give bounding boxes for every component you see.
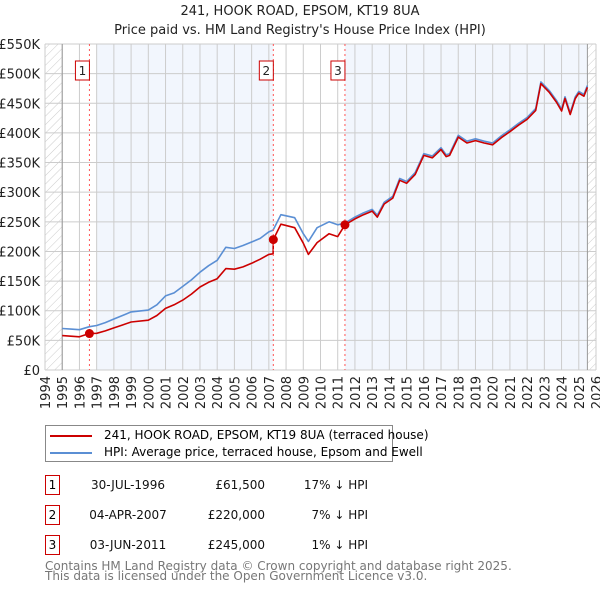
x-tick-label: 2015 (401, 376, 416, 409)
y-tick-label: £300K (0, 186, 40, 201)
no-data-hatch (587, 44, 596, 370)
transaction-date: 30-JUL-1996 (91, 478, 165, 492)
x-tick-label: 2017 (435, 376, 450, 409)
y-tick-label: £0 (23, 364, 40, 379)
x-tick-label: 2012 (349, 376, 364, 409)
y-tick-label: £450K (0, 97, 40, 112)
x-tick-label: 2009 (297, 376, 312, 409)
shaded-period (96, 44, 274, 370)
x-tick-label: 2013 (366, 376, 381, 409)
shaded-period (344, 44, 588, 370)
x-tick-label: 2007 (263, 376, 278, 409)
legend-swatch-red (50, 435, 92, 437)
transaction-point (268, 235, 278, 245)
transaction-price: £220,000 (207, 508, 265, 522)
x-tick-label: 2000 (142, 376, 157, 409)
x-tick-label: 2019 (469, 376, 484, 409)
legend-label: HPI: Average price, terraced house, Epso… (104, 445, 423, 459)
chart-subtitle: Price paid vs. HM Land Registry's House … (114, 23, 486, 38)
x-tick-label: 2006 (246, 376, 261, 409)
transaction-badge-number: 3 (334, 64, 342, 78)
y-tick-label: £400K (0, 127, 40, 142)
x-tick-label: 2025 (573, 376, 588, 409)
transaction-number: 3 (45, 535, 60, 555)
footer-licence: This data is licensed under the Open Gov… (45, 569, 428, 583)
transaction-hpi-diff: 7% ↓ HPI (311, 508, 368, 522)
x-tick-label: 1994 (39, 376, 54, 409)
transaction-price: £61,500 (215, 478, 265, 492)
y-tick-label: £550K (0, 38, 40, 53)
y-tick-label: £200K (0, 245, 40, 260)
transaction-date: 03-JUN-2011 (89, 538, 167, 552)
x-tick-label: 1997 (91, 376, 106, 409)
y-tick-label: £50K (7, 334, 41, 349)
y-tick-label: £100K (0, 305, 40, 320)
footer-copyright: Contains HM Land Registry data © Crown c… (45, 559, 512, 573)
x-tick-label: 2008 (280, 376, 295, 409)
x-tick-label: 2010 (315, 376, 330, 409)
x-tick-label: 2002 (177, 376, 192, 409)
x-tick-label: 2023 (538, 376, 553, 409)
transaction-badge (258, 60, 274, 81)
transaction-badge (74, 60, 90, 81)
legend: 241, HOOK ROAD, EPSOM, KT19 8UA (terrace… (45, 425, 429, 462)
legend-label: 241, HOOK ROAD, EPSOM, KT19 8UA (terrace… (104, 428, 429, 442)
x-tick-label: 2024 (556, 376, 571, 409)
transaction-badge-number: 1 (79, 64, 87, 78)
x-tick-label: 1995 (56, 376, 71, 409)
price-chart: 241, HOOK ROAD, EPSOM, KT19 8UA Price pa… (0, 4, 600, 409)
legend-swatch-blue (50, 452, 92, 454)
transaction-badge (330, 60, 346, 81)
x-tick-label: 2001 (160, 376, 175, 409)
x-tick-label: 2018 (452, 376, 467, 409)
x-tick-label: 1998 (108, 376, 123, 409)
x-tick-label: 2005 (228, 376, 243, 409)
transaction-point (84, 329, 94, 339)
transaction-hpi-diff: 1% ↓ HPI (311, 538, 368, 552)
chart-title: 241, HOOK ROAD, EPSOM, KT19 8UA (180, 4, 419, 19)
transaction-badge-number: 2 (263, 64, 271, 78)
price-paid-line (62, 82, 589, 338)
transaction-date: 04-APR-2007 (89, 508, 167, 522)
y-tick-label: £500K (0, 68, 40, 83)
y-tick-label: £250K (0, 216, 40, 231)
x-tick-label: 2016 (418, 376, 433, 409)
transaction-price: £245,000 (207, 538, 265, 552)
x-tick-label: 2014 (383, 376, 398, 409)
transaction-number: 1 (45, 475, 60, 495)
x-tick-label: 2026 (590, 376, 600, 409)
transaction-point (340, 220, 350, 230)
y-tick-label: £150K (0, 275, 40, 290)
no-data-hatch (45, 44, 63, 370)
x-tick-label: 2003 (194, 376, 209, 409)
transaction-number: 2 (45, 505, 60, 525)
x-tick-label: 1999 (125, 376, 140, 409)
hpi-line (62, 81, 589, 331)
y-tick-label: £350K (0, 157, 40, 172)
x-tick-label: 2020 (487, 376, 502, 409)
transaction-hpi-diff: 17% ↓ HPI (303, 478, 368, 492)
x-tick-label: 2022 (521, 376, 536, 409)
x-tick-label: 2021 (504, 376, 519, 409)
x-tick-label: 2004 (211, 376, 226, 409)
x-tick-label: 1996 (73, 376, 88, 409)
x-tick-label: 2011 (332, 376, 347, 409)
